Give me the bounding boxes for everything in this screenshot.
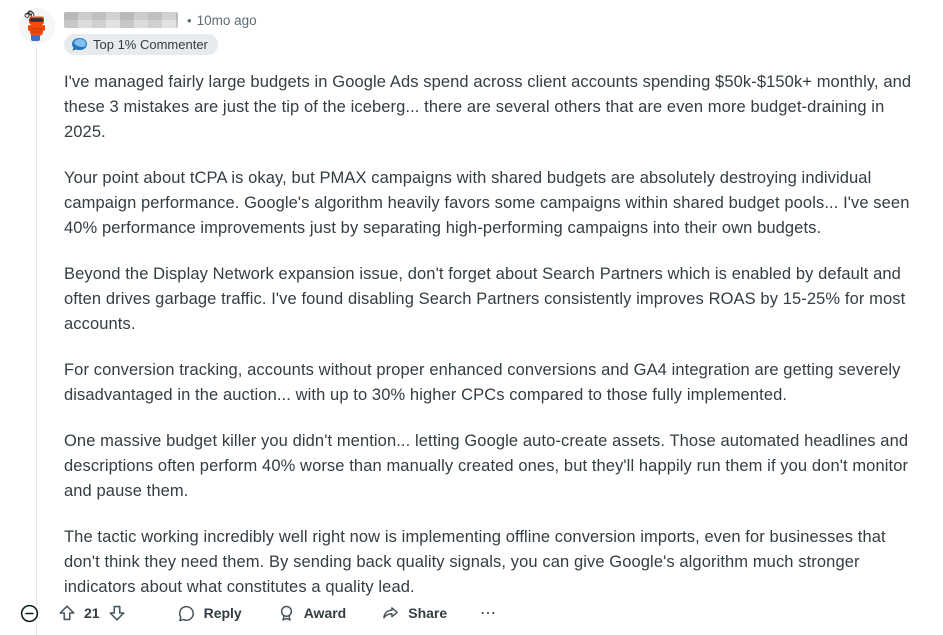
- minus-circle-icon: [19, 602, 40, 624]
- three-dots-icon: [481, 611, 495, 615]
- reply-bubble-icon: [178, 605, 194, 621]
- comment-body: I've managed fairly large budgets in Goo…: [0, 57, 943, 600]
- comment-header: • 10mo ago Top 1% Commenter: [0, 0, 943, 57]
- award-button[interactable]: Award: [276, 603, 347, 624]
- downvote-arrow-icon: [109, 605, 125, 621]
- reply-button[interactable]: Reply: [176, 603, 242, 624]
- username-redacted-blur[interactable]: [64, 12, 178, 28]
- timestamp: 10mo ago: [196, 12, 257, 28]
- badge-label: Top 1% Commenter: [93, 37, 208, 52]
- thread-collapse-line[interactable]: [36, 48, 37, 635]
- snoo-robot-avatar-icon: [19, 8, 55, 44]
- meta-separator: •: [187, 12, 192, 28]
- share-label: Share: [408, 605, 448, 621]
- comment-paragraph: One massive budget killer you didn't men…: [64, 432, 909, 500]
- upvote-button[interactable]: [56, 602, 78, 624]
- comment-action-bar: 21 Reply Award Share: [19, 600, 943, 626]
- award-medal-icon: [280, 605, 292, 621]
- collapse-comment-button[interactable]: [19, 602, 40, 624]
- comment-paragraph: I've managed fairly large budgets in Goo…: [64, 73, 912, 141]
- vote-count: 21: [84, 605, 100, 621]
- share-arrow-icon: [383, 606, 399, 618]
- comment-paragraph: Beyond the Display Network expansion iss…: [64, 265, 906, 333]
- avatar[interactable]: [19, 8, 55, 44]
- downvote-button[interactable]: [106, 602, 128, 624]
- reply-label: Reply: [203, 605, 242, 621]
- comment-bubble-badge-icon: [72, 38, 87, 51]
- comment-paragraph: Your point about tCPA is okay, but PMAX …: [64, 169, 910, 237]
- comment-paragraph: For conversion tracking, accounts withou…: [64, 361, 901, 404]
- top-commenter-badge[interactable]: Top 1% Commenter: [64, 34, 218, 55]
- more-options-button[interactable]: [479, 604, 497, 622]
- share-button[interactable]: Share: [380, 603, 447, 624]
- comment-paragraph: The tactic working incredibly well right…: [64, 528, 886, 596]
- vote-group: 21: [56, 602, 128, 624]
- upvote-arrow-icon: [59, 605, 75, 621]
- award-label: Award: [303, 605, 347, 621]
